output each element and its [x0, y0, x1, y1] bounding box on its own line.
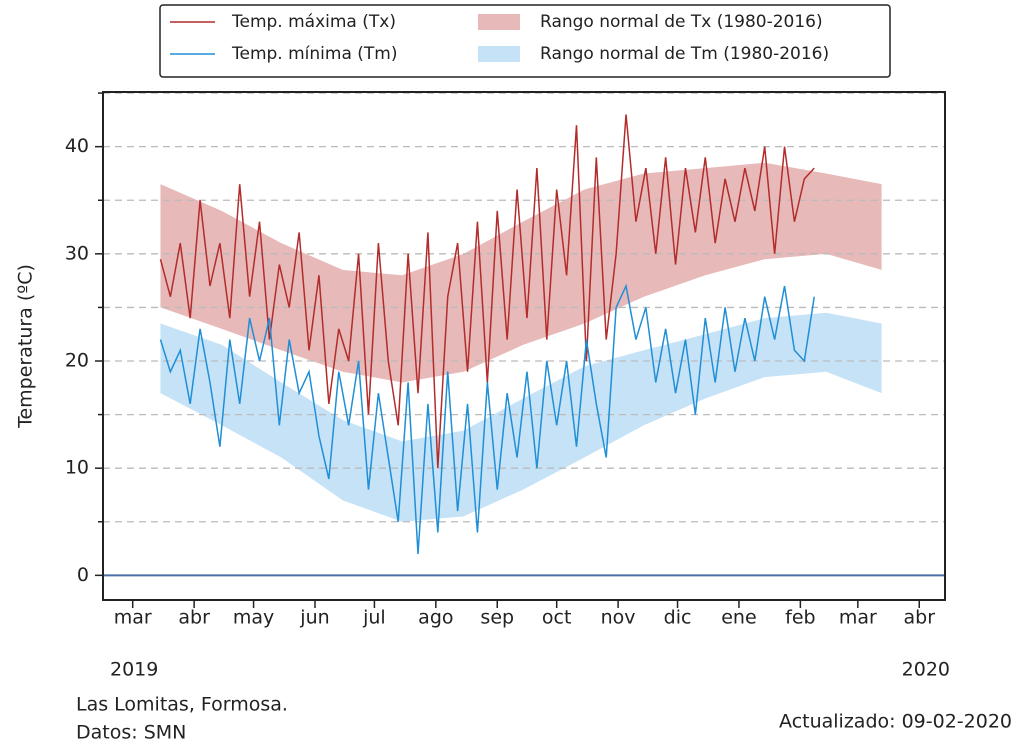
- x-tick-label: nov: [601, 607, 636, 629]
- x-tick-label: sep: [480, 607, 514, 629]
- x-tick-label: abr: [903, 607, 935, 629]
- temperature-line: [159, 283, 815, 554]
- x-tick-label: mar: [114, 607, 152, 629]
- y-tick-label: 40: [65, 135, 89, 157]
- plot-frame: [102, 91, 946, 601]
- year-label: 2020: [902, 659, 950, 681]
- legend-label: Temp. mínima (Tm): [231, 44, 397, 64]
- normal-range-band: [160, 162, 882, 383]
- y-axis-label: Temperatura (ºC): [15, 264, 37, 429]
- y-tick-label: 0: [77, 564, 89, 586]
- y-tick-label: 10: [65, 457, 89, 479]
- x-tick-label: feb: [785, 607, 815, 629]
- x-tick-label: jun: [299, 607, 329, 629]
- x-tick-label: jul: [362, 607, 386, 629]
- x-tick-label: abr: [178, 607, 210, 629]
- x-tick-label: mar: [839, 607, 877, 629]
- y-tick-label: 30: [65, 242, 89, 264]
- legend-label: Rango normal de Tm (1980-2016): [540, 44, 829, 64]
- legend-label: Rango normal de Tx (1980-2016): [540, 12, 823, 32]
- legend-patch: [478, 46, 520, 62]
- year-label: 2019: [110, 659, 158, 681]
- legend-box: [159, 4, 891, 78]
- x-tick-label: dic: [664, 607, 692, 629]
- annotation: Datos: SMN: [76, 722, 186, 744]
- annotation: Actualizado: 09-02-2020: [779, 711, 1012, 733]
- legend-patch: [478, 14, 520, 30]
- y-tick-label: 20: [65, 350, 89, 372]
- x-tick-label: may: [233, 607, 274, 629]
- x-tick-label: ene: [721, 607, 756, 629]
- x-tick-label: oct: [542, 607, 572, 629]
- x-tick-label: ago: [418, 607, 453, 629]
- annotation: Las Lomitas, Formosa.: [76, 694, 288, 716]
- legend-label: Temp. máxima (Tx): [231, 12, 396, 32]
